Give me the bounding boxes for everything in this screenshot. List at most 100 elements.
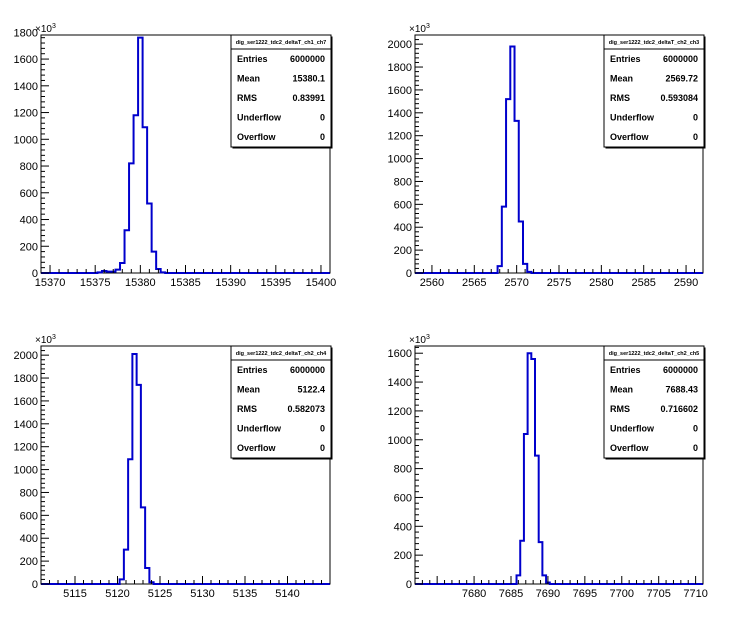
y-tick-label: 600 bbox=[394, 199, 412, 211]
stat-value: 15380.1 bbox=[292, 73, 325, 83]
histogram-line bbox=[41, 36, 330, 274]
stat-value: 6000000 bbox=[663, 54, 698, 64]
y-tick-label: 1600 bbox=[14, 396, 38, 408]
x-tick-label: 2575 bbox=[547, 277, 571, 289]
x-tick-label: 15380 bbox=[125, 277, 156, 289]
stat-value: 7688.43 bbox=[665, 384, 698, 394]
y-tick-label: 1800 bbox=[14, 373, 38, 385]
x-tick-label: 7710 bbox=[683, 588, 707, 600]
x-tick-label: 7695 bbox=[573, 588, 597, 600]
stat-label: Entries bbox=[610, 54, 641, 64]
x-tick-label: 15400 bbox=[306, 277, 337, 289]
histogram-line bbox=[41, 353, 330, 585]
stat-value: 6000000 bbox=[663, 365, 698, 375]
stat-label: Mean bbox=[610, 384, 633, 394]
x-tick-label: 2590 bbox=[674, 277, 698, 289]
histogram-panel-4: 0 200 400 600 800 1000 1200 1400 1600 7680 7685 769… bbox=[388, 334, 708, 600]
y-tick-label: 800 bbox=[20, 161, 38, 173]
y-tick-label: 1600 bbox=[388, 85, 412, 97]
y-tick-label: 400 bbox=[20, 215, 38, 227]
y-multiplier-label: ×103 bbox=[409, 23, 430, 35]
histogram-title: dig_ser1222_tdc2_deltaT_ch2_ch3 bbox=[609, 40, 700, 46]
y-tick-label: 1600 bbox=[388, 348, 412, 360]
y-tick-label: 1000 bbox=[14, 465, 38, 477]
y-tick-label: 400 bbox=[394, 222, 412, 234]
x-tick-label: 15395 bbox=[261, 277, 292, 289]
stat-value: 0 bbox=[320, 113, 325, 123]
y-tick-label: 800 bbox=[394, 176, 412, 188]
stat-label: RMS bbox=[610, 93, 630, 103]
stats-box: dig_ser1222_tdc2_deltaT_ch1_ch7 Entries 60… bbox=[230, 34, 333, 149]
y-tick-label: 1200 bbox=[388, 131, 412, 143]
y-tick-label: 600 bbox=[20, 510, 38, 522]
x-tick-label: 7705 bbox=[646, 588, 670, 600]
stat-value: 0 bbox=[693, 443, 698, 453]
stat-label: Entries bbox=[237, 365, 268, 375]
stat-label: RMS bbox=[237, 404, 257, 414]
stats-box-frame bbox=[603, 345, 705, 459]
y-tick-label: 200 bbox=[394, 245, 412, 257]
y-tick-label: 200 bbox=[394, 550, 412, 562]
y-tick-label: 1800 bbox=[14, 27, 38, 39]
y-tick-label: 0 bbox=[32, 268, 38, 280]
x-tick-label: 5125 bbox=[148, 588, 172, 600]
y-tick-label: 200 bbox=[20, 556, 38, 568]
x-tick-label: 15390 bbox=[215, 277, 246, 289]
x-tick-label: 15385 bbox=[170, 277, 201, 289]
stat-value: 5122.4 bbox=[297, 384, 325, 394]
y-tick-label: 1400 bbox=[388, 108, 412, 120]
stat-value: 0 bbox=[693, 113, 698, 123]
x-tick-label: 2580 bbox=[589, 277, 613, 289]
histogram-panel-2: 0 200 400 600 800 1000 1200 1400 1600 1800 2000 256… bbox=[388, 23, 706, 289]
y-multiplier-label: ×103 bbox=[35, 334, 56, 346]
histogram-title: dig_ser1222_tdc2_deltaT_ch1_ch7 bbox=[236, 40, 327, 46]
stat-value: 0.593084 bbox=[660, 93, 698, 103]
histogram-panel-1: 0 200 400 600 800 1000 1200 1400 1600 1800 15370 15… bbox=[14, 23, 337, 289]
x-tick-label: 2585 bbox=[631, 277, 655, 289]
x-tick-label: 5135 bbox=[233, 588, 257, 600]
y-tick-label: 400 bbox=[20, 533, 38, 545]
y-tick-label: 0 bbox=[406, 268, 412, 280]
histogram-line bbox=[415, 45, 703, 274]
x-tick-label: 2560 bbox=[420, 277, 444, 289]
x-tick-label: 15375 bbox=[80, 277, 111, 289]
stat-value: 0 bbox=[320, 132, 325, 142]
stat-label: Overflow bbox=[610, 443, 650, 453]
x-tick-label: 7680 bbox=[462, 588, 486, 600]
stat-label: Underflow bbox=[610, 113, 655, 123]
stat-label: Underflow bbox=[237, 113, 282, 123]
x-tick-label: 5140 bbox=[275, 588, 299, 600]
stat-value: 0 bbox=[320, 443, 325, 453]
stat-value: 0 bbox=[693, 132, 698, 142]
stat-value: 0 bbox=[693, 424, 698, 434]
y-tick-label: 600 bbox=[20, 188, 38, 200]
stat-value: 0.83991 bbox=[292, 93, 325, 103]
stat-value: 6000000 bbox=[290, 365, 325, 375]
y-tick-label: 1200 bbox=[14, 442, 38, 454]
stat-label: Mean bbox=[237, 384, 260, 394]
y-tick-label: 600 bbox=[394, 492, 412, 504]
stat-label: Entries bbox=[610, 365, 641, 375]
y-tick-label: 1200 bbox=[14, 108, 38, 120]
y-tick-label: 800 bbox=[20, 487, 38, 499]
stat-label: Underflow bbox=[237, 424, 282, 434]
stat-value: 0.716602 bbox=[660, 404, 698, 414]
y-multiplier-label: ×103 bbox=[409, 334, 430, 346]
y-tick-label: 1000 bbox=[14, 134, 38, 146]
stats-box: dig_ser1222_tdc2_deltaT_ch2_ch5 Entries 60… bbox=[603, 345, 706, 460]
stat-label: Entries bbox=[237, 54, 268, 64]
stat-value: 2569.72 bbox=[665, 73, 698, 83]
y-tick-label: 1800 bbox=[388, 62, 412, 74]
x-tick-label: 15370 bbox=[35, 277, 66, 289]
y-tick-label: 1000 bbox=[388, 435, 412, 447]
stats-box-frame bbox=[230, 345, 332, 459]
histogram-title: dig_ser1222_tdc2_deltaT_ch2_ch5 bbox=[609, 351, 700, 357]
y-tick-label: 400 bbox=[394, 521, 412, 533]
y-multiplier-exponent: 3 bbox=[426, 334, 430, 341]
y-tick-label: 1400 bbox=[14, 419, 38, 431]
y-tick-label: 1400 bbox=[388, 377, 412, 389]
y-tick-label: 1200 bbox=[388, 406, 412, 418]
x-tick-label: 5130 bbox=[190, 588, 214, 600]
y-multiplier-label: ×103 bbox=[35, 23, 56, 35]
